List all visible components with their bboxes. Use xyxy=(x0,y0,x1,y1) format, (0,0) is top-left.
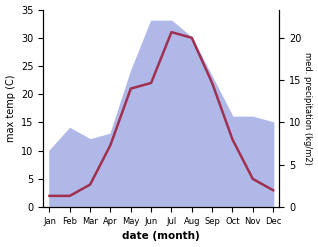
Y-axis label: med. precipitation (kg/m2): med. precipitation (kg/m2) xyxy=(303,52,313,165)
Y-axis label: max temp (C): max temp (C) xyxy=(5,75,16,142)
X-axis label: date (month): date (month) xyxy=(122,231,200,242)
